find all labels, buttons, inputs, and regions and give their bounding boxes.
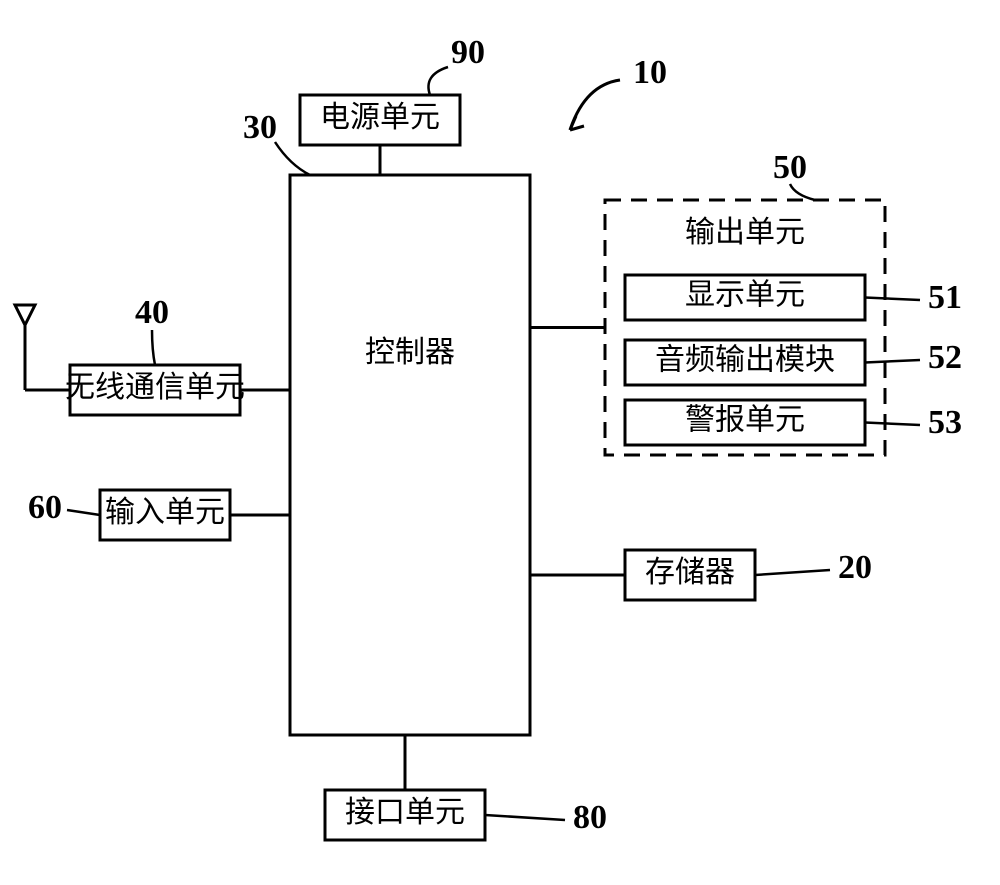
output-group-label: 输出单元 bbox=[685, 216, 805, 249]
leader-90 bbox=[428, 67, 448, 95]
arrowhead-10 bbox=[570, 116, 584, 130]
arrow-10 bbox=[570, 80, 620, 130]
interface-label: 接口单元 bbox=[345, 796, 465, 829]
leader-80 bbox=[485, 815, 565, 820]
ref-30: 30 bbox=[243, 109, 277, 146]
ref-60: 60 bbox=[28, 489, 62, 526]
leader-30 bbox=[275, 142, 310, 175]
ref-80: 80 bbox=[573, 799, 607, 836]
antenna-icon bbox=[15, 305, 35, 325]
ref-51: 51 bbox=[928, 279, 962, 316]
power-label: 电源单元 bbox=[320, 101, 440, 134]
leader-53 bbox=[865, 423, 920, 426]
leader-20 bbox=[755, 570, 830, 575]
wireless-label: 无线通信单元 bbox=[65, 371, 245, 404]
ref-10: 10 bbox=[633, 54, 667, 91]
leader-52 bbox=[865, 360, 920, 363]
display-label: 显示单元 bbox=[685, 278, 805, 311]
leader-51 bbox=[865, 298, 920, 301]
alarm-label: 警报单元 bbox=[685, 403, 805, 436]
controller-label: 控制器 bbox=[365, 336, 455, 369]
input-label: 输入单元 bbox=[105, 496, 225, 529]
ref-40: 40 bbox=[135, 294, 169, 331]
leader-40 bbox=[152, 330, 155, 365]
memory-label: 存储器 bbox=[645, 556, 735, 589]
audio-label: 音频输出模块 bbox=[655, 343, 835, 376]
leader-60 bbox=[67, 510, 100, 515]
ref-50: 50 bbox=[773, 149, 807, 186]
ref-20: 20 bbox=[838, 549, 872, 586]
ref-52: 52 bbox=[928, 339, 962, 376]
ref-53: 53 bbox=[928, 404, 962, 441]
block-diagram: 控制器 电源单元无线通信单元输入单元接口单元 存储器 输出单元显示单元音频输出模块警报… bbox=[0, 0, 1000, 885]
controller-box bbox=[290, 175, 530, 735]
leader-50 bbox=[790, 184, 815, 200]
ref-90: 90 bbox=[451, 34, 485, 71]
